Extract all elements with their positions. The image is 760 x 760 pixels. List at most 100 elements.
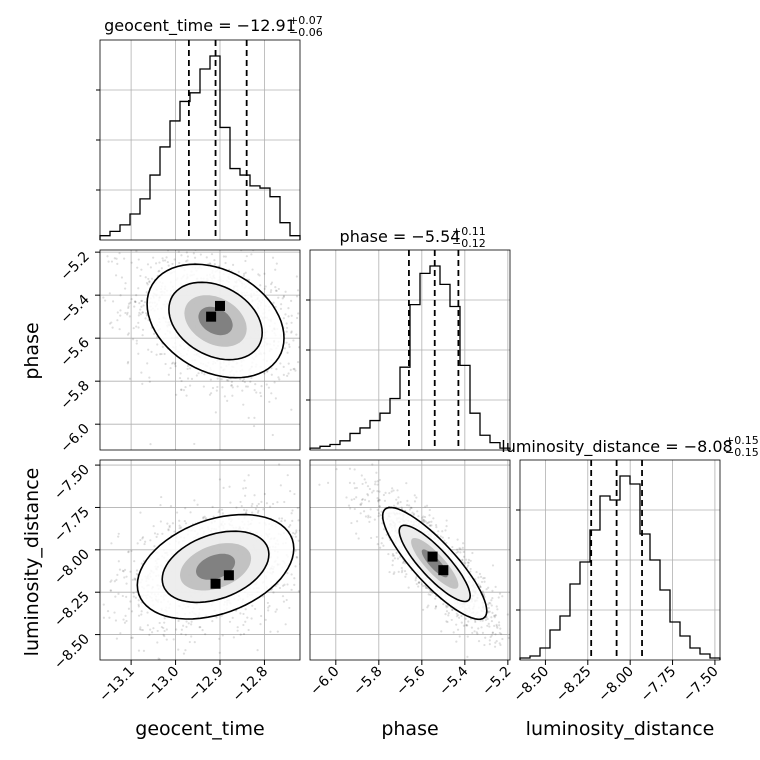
sample-point [172, 638, 175, 641]
sample-point [242, 403, 245, 406]
sample-point [116, 311, 119, 314]
sample-point [467, 561, 470, 564]
sample-point [176, 511, 179, 514]
sample-point [279, 307, 283, 310]
sample-point [108, 322, 112, 325]
sample-point [410, 506, 413, 510]
sample-point [195, 374, 198, 377]
sample-point [489, 635, 492, 639]
sample-point [135, 569, 139, 572]
sample-point [161, 345, 164, 349]
hist-step-phase [309, 265, 511, 450]
sample-point [137, 326, 140, 329]
sample-point [359, 503, 362, 506]
sample-point [284, 290, 287, 293]
sample-point [403, 570, 407, 573]
sample-point [270, 281, 274, 284]
sample-point [494, 614, 497, 617]
sample-point [223, 395, 226, 398]
sample-point [305, 276, 307, 278]
sample-point [182, 652, 186, 655]
sample-point [287, 343, 291, 346]
sample-point [278, 378, 281, 381]
sample-point [256, 511, 260, 514]
sample-point [445, 519, 448, 522]
sample-point [331, 504, 333, 506]
sample-point [166, 260, 169, 264]
sample-point [439, 535, 442, 538]
sample-point [136, 542, 139, 545]
sample-point [376, 508, 379, 511]
sample-point [186, 255, 189, 258]
sample-point [487, 586, 490, 589]
sample-point [283, 519, 287, 522]
sample-point [267, 609, 270, 612]
sample-point [417, 581, 420, 585]
sample-point [300, 522, 302, 524]
sample-point [222, 245, 224, 247]
sample-point [123, 621, 127, 624]
sample-point [185, 625, 188, 628]
sample-point [199, 253, 202, 256]
sample-point [275, 608, 278, 611]
sample-point [377, 500, 380, 503]
sample-point [312, 339, 314, 341]
panel-frame [309, 459, 511, 661]
sample-point [286, 374, 289, 377]
sample-point [487, 610, 490, 613]
sample-point [106, 255, 109, 258]
x-tick-label: −5.2 [479, 664, 514, 699]
sample-point [133, 560, 136, 563]
sample-point [245, 509, 248, 512]
plot-area [45, 245, 314, 446]
sample-point [150, 350, 153, 353]
sample-point [402, 560, 405, 563]
sample-point [168, 524, 171, 527]
sample-point [307, 477, 309, 479]
sample-point [109, 589, 113, 592]
sample-point [469, 559, 472, 562]
sample-point [258, 274, 261, 277]
sample-point [240, 504, 243, 508]
x-tick-label: −13.1 [96, 664, 138, 706]
sample-point [146, 283, 149, 286]
sample-point [116, 319, 119, 322]
sample-point [495, 625, 498, 628]
sample-point [313, 557, 315, 559]
sample-point [373, 483, 377, 486]
sample-point [267, 386, 271, 389]
sample-point [445, 606, 448, 609]
sample-point [115, 637, 119, 640]
sample-point [163, 617, 166, 620]
sample-point [428, 514, 431, 517]
sample-point [432, 517, 435, 520]
sample-point [263, 272, 266, 275]
sample-point [110, 542, 113, 545]
sample-point [104, 299, 107, 302]
sample-point [325, 530, 327, 532]
sample-point [115, 257, 118, 260]
sample-point [428, 520, 431, 524]
sample-point [282, 365, 285, 369]
mode-marker [206, 311, 217, 322]
sample-point [45, 262, 47, 264]
sample-point [515, 657, 517, 659]
sample-point [395, 551, 398, 554]
sample-point [156, 533, 159, 536]
sample-point [165, 628, 168, 631]
sample-point [376, 483, 379, 486]
sample-point [145, 281, 149, 285]
sample-point [180, 628, 183, 631]
sample-point [208, 262, 212, 265]
sample-point [411, 511, 414, 514]
sample-point [511, 624, 513, 626]
sample-point [282, 373, 285, 376]
sample-point [459, 547, 462, 550]
sample-point [127, 305, 130, 308]
sample-point [142, 649, 146, 652]
sample-point [114, 274, 118, 277]
y-tick-label: −8.50 [51, 631, 93, 673]
sample-point [138, 311, 141, 314]
sample-point [278, 517, 281, 520]
